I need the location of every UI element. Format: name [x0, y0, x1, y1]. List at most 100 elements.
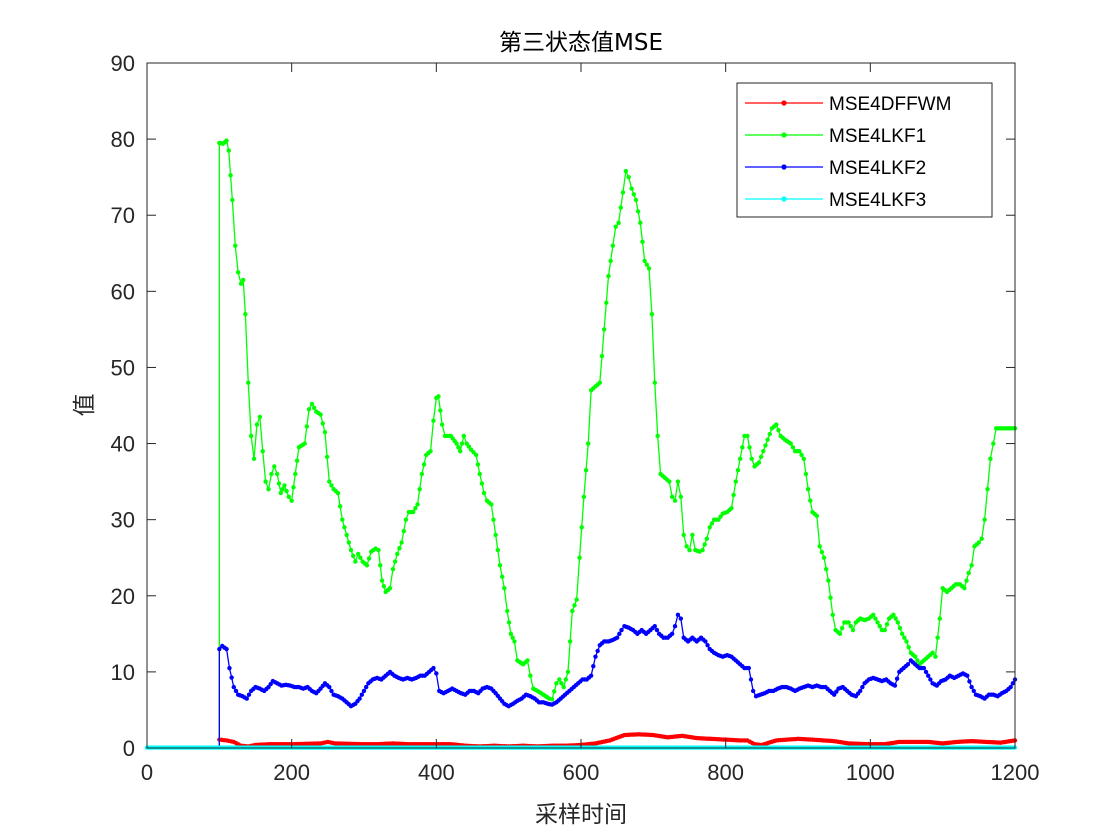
data-point — [586, 441, 591, 446]
data-point — [329, 483, 334, 488]
data-point — [930, 650, 935, 656]
data-point — [493, 532, 498, 538]
data-point — [413, 506, 418, 511]
data-point — [528, 673, 533, 678]
data-point — [475, 462, 481, 467]
data-point — [254, 422, 260, 427]
data-point — [403, 517, 409, 522]
data-point — [477, 471, 482, 477]
data-point — [667, 479, 672, 484]
data-point — [848, 624, 853, 629]
data-point — [563, 677, 569, 682]
data-point — [893, 616, 898, 621]
data-point — [506, 620, 512, 625]
data-point — [756, 460, 762, 465]
data-point — [497, 563, 503, 568]
y-tick-label: 90 — [111, 51, 135, 76]
data-point — [588, 673, 594, 678]
data-point — [439, 422, 445, 427]
data-point — [678, 616, 684, 621]
x-tick-label: 400 — [418, 760, 455, 785]
data-point — [231, 684, 236, 690]
data-point — [304, 424, 310, 429]
data-point — [376, 547, 381, 553]
data-point — [649, 311, 655, 317]
y-tick-label: 80 — [111, 127, 135, 152]
data-point — [399, 540, 404, 545]
data-point — [971, 688, 976, 694]
data-point — [241, 277, 246, 283]
data-point — [378, 563, 383, 568]
data-point — [397, 546, 402, 551]
legend-marker — [781, 196, 787, 202]
y-tick-label: 70 — [111, 203, 135, 228]
data-point — [257, 414, 263, 420]
data-point — [923, 669, 929, 675]
data-point — [882, 627, 887, 633]
legend-marker — [781, 164, 787, 170]
data-point — [392, 559, 398, 564]
data-point — [921, 665, 927, 671]
data-point — [967, 679, 972, 684]
data-point — [801, 456, 806, 461]
data-point — [966, 570, 971, 576]
data-point — [329, 688, 334, 694]
data-point — [675, 612, 681, 618]
data-point — [502, 585, 507, 591]
data-point — [387, 585, 393, 591]
data-point — [306, 407, 312, 412]
x-tick-label: 1000 — [846, 760, 895, 785]
data-point — [346, 540, 352, 545]
axes-layer: 0 200 400 600 800 1000 1200 0 10 20 30 40 50 60 70 80 90 — [111, 51, 1040, 785]
data-point — [747, 445, 752, 450]
data-point — [320, 421, 325, 426]
data-point — [969, 563, 974, 568]
data-point — [819, 549, 825, 555]
y-tick-label: 40 — [111, 432, 135, 457]
data-point — [466, 444, 472, 449]
data-point — [337, 504, 343, 509]
x-tick-label: 600 — [563, 760, 600, 785]
data-point — [606, 273, 611, 279]
data-point — [635, 209, 641, 214]
data-point — [933, 654, 938, 659]
data-point — [282, 483, 287, 488]
legend-label: MSE4LKF2 — [829, 158, 926, 179]
data-point — [790, 445, 796, 450]
data-point — [233, 688, 239, 694]
data-point — [976, 540, 982, 545]
data-point — [1008, 684, 1013, 690]
legend: MSE4DFFWM MSE4LKF1 MSE4LKF2 MSE4LKF3 — [736, 82, 993, 218]
data-point — [613, 224, 618, 229]
legend-item-MSE4DFFWM: MSE4DFFWM — [745, 94, 951, 115]
data-point — [875, 620, 880, 625]
data-point — [570, 608, 575, 614]
data-point — [557, 677, 562, 682]
data-point — [248, 433, 254, 439]
legend-item-MSE4LKF1: MSE4LKF1 — [745, 126, 926, 147]
data-point — [322, 429, 328, 435]
y-axis-label: 值 — [72, 394, 98, 417]
data-point — [233, 243, 238, 248]
data-point — [364, 563, 370, 568]
data-point — [505, 608, 510, 614]
data-point — [765, 437, 770, 442]
data-point — [227, 665, 232, 671]
data-point — [489, 502, 494, 507]
data-point — [884, 622, 890, 627]
data-point — [969, 684, 974, 690]
data-point — [831, 692, 837, 697]
series-markers-MSE4LKF1 — [217, 138, 1018, 702]
data-point — [895, 620, 901, 625]
data-point — [687, 547, 692, 553]
data-point — [583, 467, 589, 473]
data-point — [244, 696, 250, 701]
data-point — [873, 616, 878, 621]
data-point — [454, 441, 459, 446]
data-point — [275, 471, 280, 477]
data-point — [745, 433, 750, 439]
data-point — [814, 513, 820, 519]
data-point — [228, 173, 233, 178]
data-point — [431, 665, 436, 671]
series-MSE4LKF1 — [147, 138, 1018, 749]
